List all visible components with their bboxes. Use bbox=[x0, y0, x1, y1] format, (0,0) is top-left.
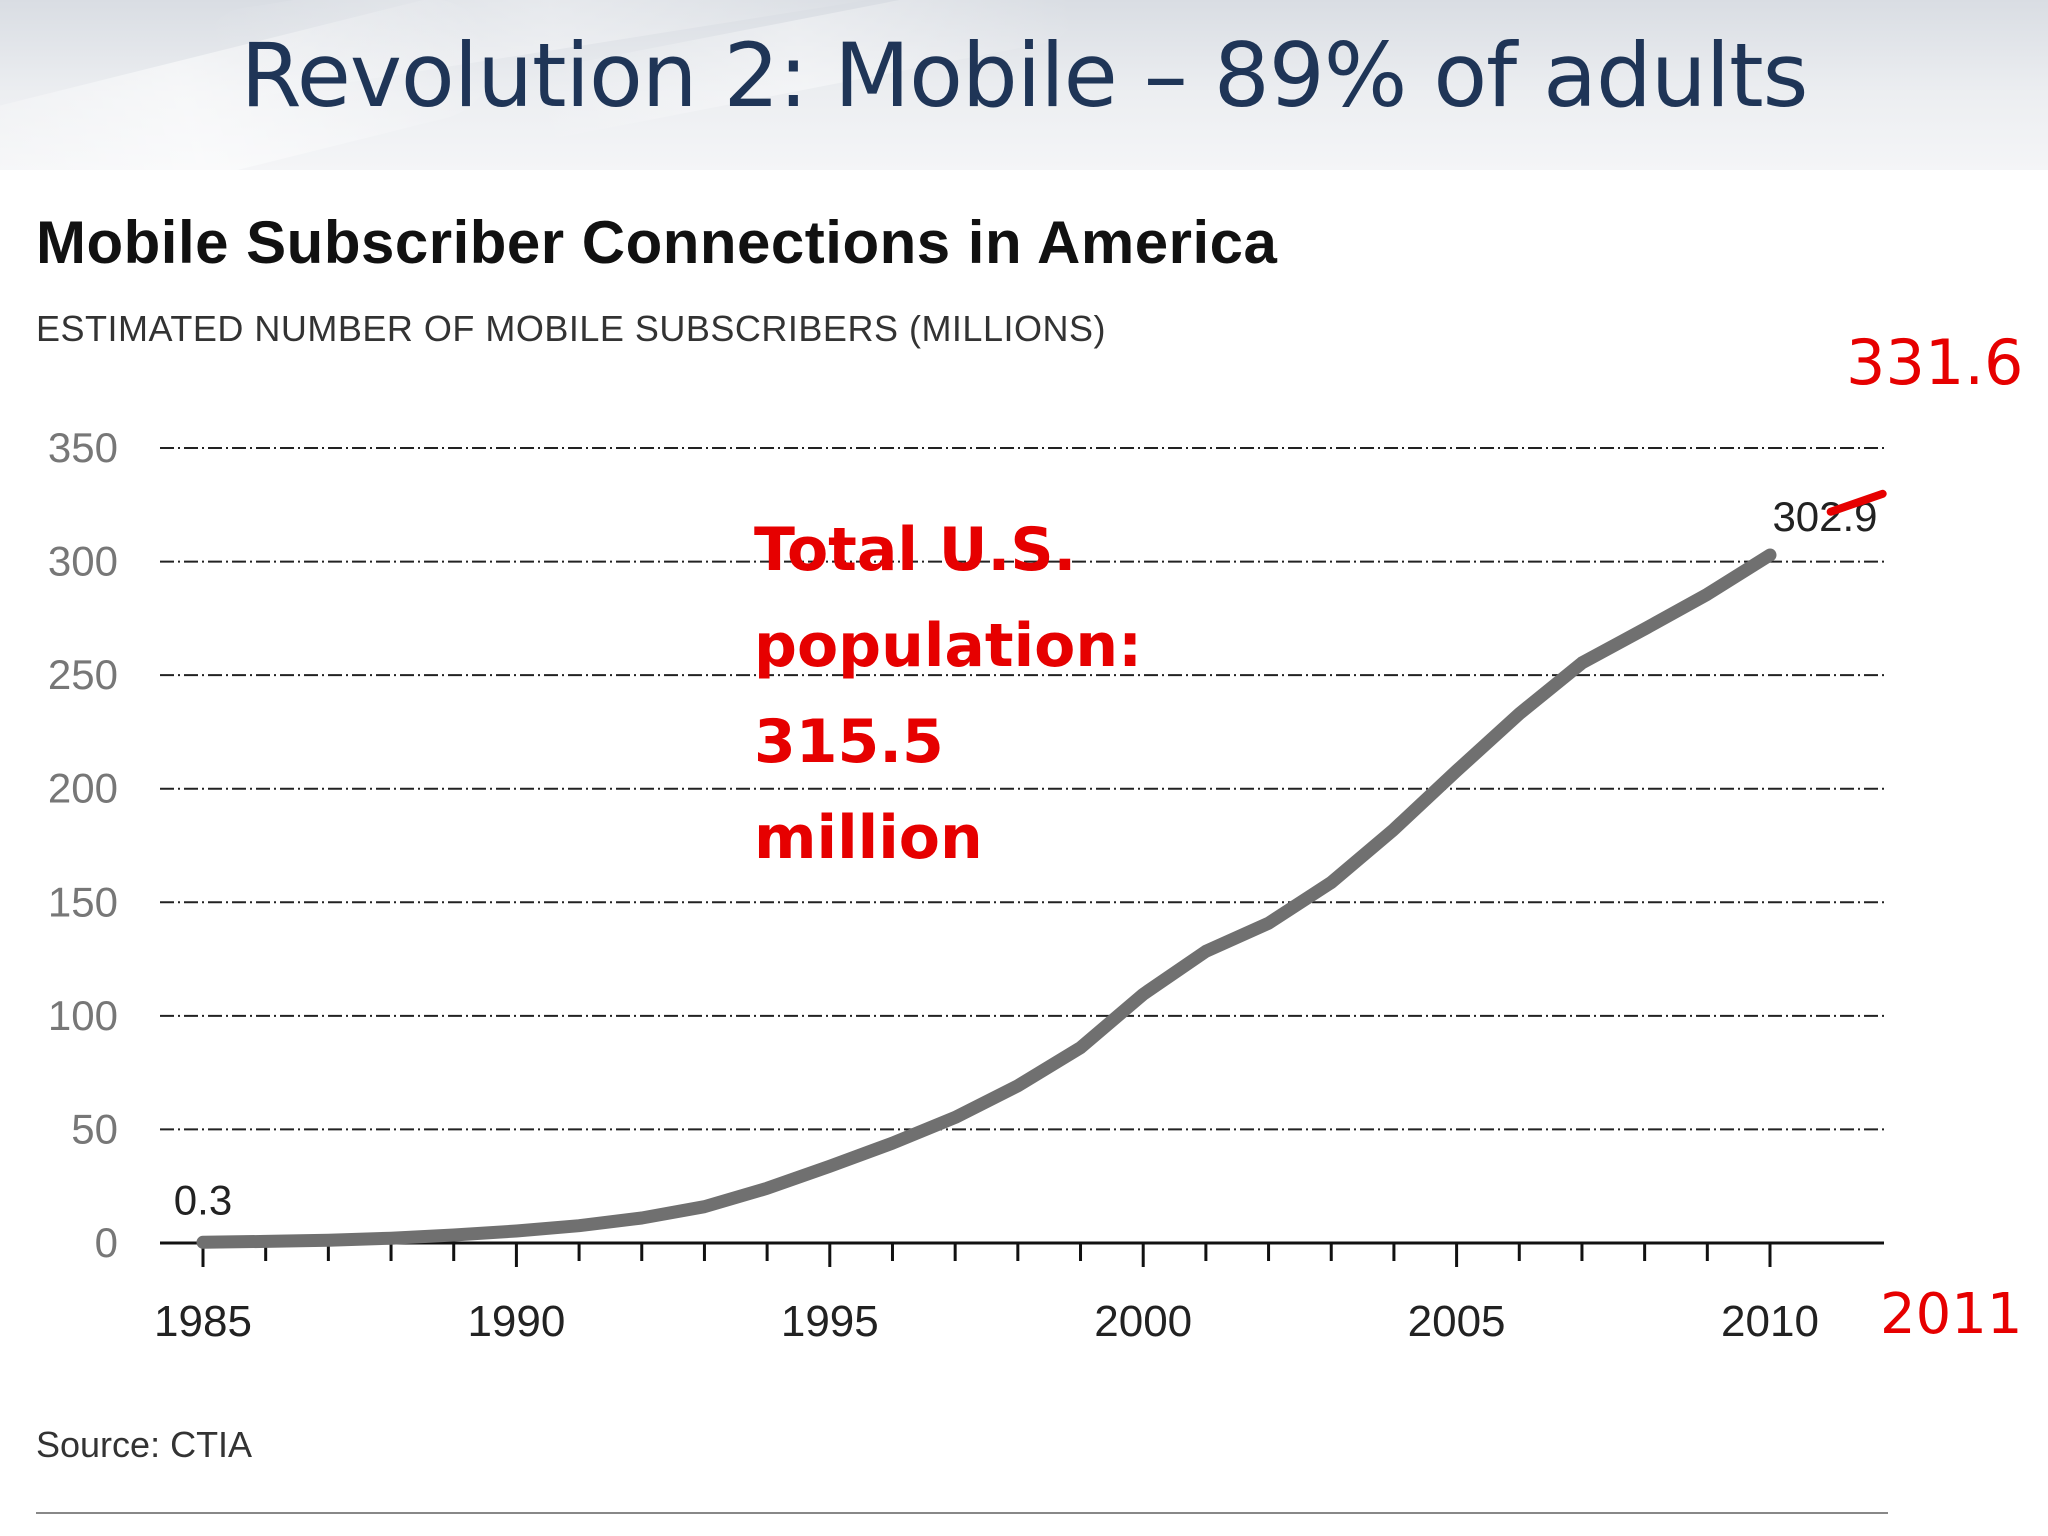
y-tick-label: 100 bbox=[48, 992, 118, 1039]
x-axis bbox=[160, 1241, 1884, 1267]
data-label: 0.3 bbox=[174, 1176, 232, 1223]
slide-header-banner: Revolution 2: Mobile – 89% of adults bbox=[0, 0, 2048, 170]
year-2011-annotation: 2011 bbox=[1880, 1282, 2023, 1347]
slide-title: Revolution 2: Mobile – 89% of adults bbox=[240, 24, 1809, 127]
annotations bbox=[1826, 489, 1887, 516]
extension-mark-2011 bbox=[1826, 489, 1887, 516]
chart-source: Source: CTIA bbox=[36, 1424, 253, 1465]
y-tick-label: 0 bbox=[95, 1219, 118, 1266]
y-axis-tick-labels: 0 50 100 150 200 250 300 350 bbox=[48, 424, 118, 1266]
population-annotation: Total U.S. population: 315.5 million bbox=[754, 502, 1214, 886]
x-tick-label: 2005 bbox=[1408, 1297, 1506, 1346]
series bbox=[196, 548, 1777, 1249]
y-tick-label: 50 bbox=[71, 1105, 118, 1152]
x-tick-label: 1995 bbox=[781, 1297, 879, 1346]
x-tick-label: 1985 bbox=[154, 1297, 252, 1346]
x-tick-label: 2010 bbox=[1721, 1297, 1819, 1346]
chart-title: Mobile Subscriber Connections in America bbox=[36, 209, 1278, 276]
y-tick-label: 350 bbox=[48, 424, 118, 471]
x-axis-tick-labels: 1985 1990 1995 2000 2005 2010 bbox=[154, 1297, 1819, 1346]
population-annotation-line: 315.5 bbox=[754, 707, 944, 777]
value-2011-annotation: 331.6 bbox=[1846, 326, 2024, 399]
y-tick-label: 300 bbox=[48, 538, 118, 585]
x-tick-label: 1990 bbox=[467, 1297, 565, 1346]
population-annotation-line: population: bbox=[754, 611, 1143, 681]
population-annotation-line: million bbox=[754, 803, 983, 873]
y-tick-label: 150 bbox=[48, 878, 118, 925]
y-tick-label: 250 bbox=[48, 651, 118, 698]
series-line bbox=[196, 548, 1777, 1249]
chart-subtitle: ESTIMATED NUMBER OF MOBILE SUBSCRIBERS (… bbox=[36, 308, 1106, 349]
bottom-rule bbox=[36, 1512, 1888, 1514]
population-annotation-line: Total U.S. bbox=[754, 515, 1077, 585]
x-tick-label: 2000 bbox=[1094, 1297, 1192, 1346]
y-tick-label: 200 bbox=[48, 765, 118, 812]
